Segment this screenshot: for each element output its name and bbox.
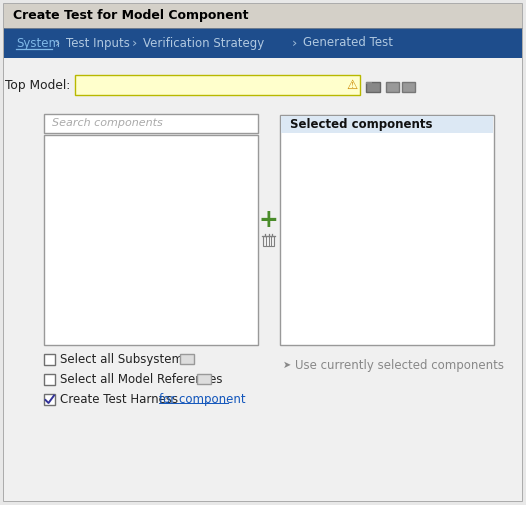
Text: ›: › xyxy=(292,36,297,49)
Bar xyxy=(44,374,55,385)
Text: Select all Model References: Select all Model References xyxy=(60,373,222,386)
Text: Top Model:: Top Model: xyxy=(5,78,70,91)
Bar xyxy=(4,4,522,28)
Text: Verification Strategy: Verification Strategy xyxy=(143,36,264,49)
Text: +: + xyxy=(258,208,278,232)
Text: Selected components: Selected components xyxy=(290,118,432,131)
Bar xyxy=(44,114,258,133)
Text: Test Inputs: Test Inputs xyxy=(66,36,130,49)
Bar xyxy=(4,28,522,58)
Text: Create Test Harness: Create Test Harness xyxy=(60,393,182,406)
Text: Use currently selected components: Use currently selected components xyxy=(295,359,504,372)
Bar xyxy=(4,58,522,501)
Bar xyxy=(386,82,399,92)
Text: ➤: ➤ xyxy=(283,360,291,370)
Text: System: System xyxy=(16,36,60,49)
Text: Search components: Search components xyxy=(52,119,163,128)
Bar xyxy=(197,374,211,384)
Bar xyxy=(366,82,372,84)
Bar xyxy=(280,115,494,345)
Bar xyxy=(263,236,274,246)
Bar xyxy=(180,354,194,364)
Bar xyxy=(281,116,493,133)
Text: ›: › xyxy=(55,36,60,49)
Bar xyxy=(75,75,360,95)
Text: ⚠: ⚠ xyxy=(347,78,358,91)
Bar xyxy=(402,82,415,92)
Bar xyxy=(44,135,258,345)
Text: Generated Test: Generated Test xyxy=(303,36,393,49)
Bar xyxy=(366,82,380,92)
Text: Create Test for Model Component: Create Test for Model Component xyxy=(13,10,248,23)
Bar xyxy=(44,354,55,365)
Bar xyxy=(44,394,55,405)
Text: ›: › xyxy=(132,36,137,49)
Text: Select all Subsystems: Select all Subsystems xyxy=(60,353,189,366)
Text: for component: for component xyxy=(159,393,246,406)
